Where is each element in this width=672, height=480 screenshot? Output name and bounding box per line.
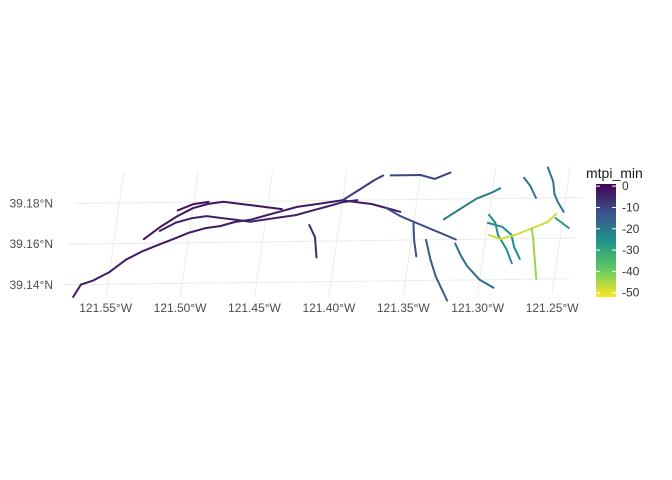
legend-colorbar — [596, 184, 616, 297]
meridian-gridline — [105, 172, 125, 299]
stream-segment — [425, 238, 449, 302]
stream-segment — [442, 187, 502, 221]
parallel-gridline — [68, 237, 575, 245]
graticule-grid — [63, 167, 581, 299]
legend-title: mtpi_min — [586, 165, 643, 181]
x-tick-labels: 121.55°W 121.50°W 121.45°W 121.40°W 121.35°W… — [79, 301, 579, 315]
x-tick-label: 121.25°W — [526, 301, 580, 315]
stream-segment — [412, 222, 418, 258]
y-tick-labels: 39.18°N 39.16°N 39.14°N — [10, 197, 54, 292]
x-tick-label: 121.45°W — [228, 301, 282, 315]
meridian-gridline — [328, 169, 348, 296]
y-tick-label: 39.18°N — [10, 197, 54, 211]
stream-segment — [523, 176, 537, 199]
stream-segment — [158, 199, 359, 232]
meridian-gridline — [402, 168, 422, 295]
stream-segment — [486, 221, 521, 260]
stream-lines — [72, 166, 570, 302]
stream-segment — [554, 217, 570, 229]
legend-label: -20 — [622, 222, 640, 236]
stream-segment — [488, 213, 513, 265]
legend-label: -40 — [622, 264, 640, 278]
x-tick-label: 121.35°W — [377, 301, 431, 315]
stream-segment — [341, 174, 385, 202]
parallel-gridline — [63, 278, 570, 286]
legend-label: -10 — [622, 200, 640, 214]
parallel-gridline — [74, 196, 581, 205]
legend-label: -30 — [622, 243, 640, 257]
stream-segment — [385, 206, 457, 241]
meridian-gridline — [551, 167, 571, 294]
stream-segment — [488, 213, 557, 240]
meridian-gridline — [477, 167, 497, 295]
stream-segment — [176, 200, 210, 212]
color-legend: mtpi_min 0 -10 -20 -30 -40 -50 — [586, 165, 643, 300]
stream-segment — [142, 200, 283, 241]
x-tick-label: 121.50°W — [154, 301, 208, 315]
meridian-gridline — [253, 170, 273, 297]
legend-ticks: 0 -10 -20 -30 -40 -50 — [596, 179, 640, 300]
y-tick-label: 39.16°N — [10, 237, 54, 251]
stream-segment — [530, 227, 538, 281]
x-tick-label: 121.30°W — [451, 301, 505, 315]
x-tick-label: 121.40°W — [302, 301, 356, 315]
stream-segment — [308, 224, 318, 259]
y-tick-label: 39.14°N — [10, 278, 54, 292]
stream-segment — [389, 171, 452, 180]
legend-label: -50 — [622, 286, 640, 300]
meridian-gridline — [179, 171, 199, 298]
legend-label: 0 — [622, 179, 629, 193]
x-tick-label: 121.55°W — [79, 301, 133, 315]
stream-segment — [546, 166, 565, 213]
stream-segment — [454, 242, 495, 289]
